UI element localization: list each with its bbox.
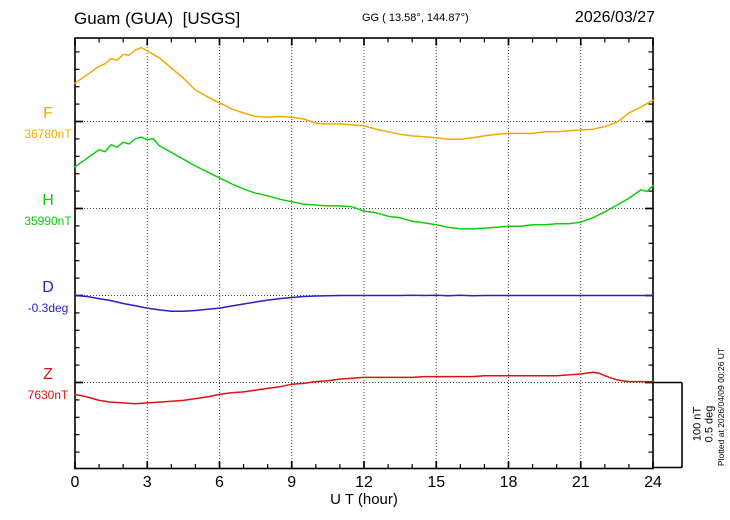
series-Z-curve (74, 371, 654, 405)
x-tick-label-9: 9 (287, 474, 297, 491)
series-base-value-F: 36780nT (24, 126, 72, 141)
x-tick-label-0: 0 (70, 474, 80, 491)
x-axis-title: U T (hour) (330, 491, 398, 508)
x-tick-label-6: 6 (215, 474, 224, 491)
x-tick-label-12: 12 (355, 474, 373, 491)
series-H-curve (74, 136, 654, 230)
x-tick-label-24: 24 (644, 474, 662, 491)
scale-bar-deg-label: 0.5 deg (703, 405, 716, 443)
plotted-at-note: Plotted at 2026/04/09 00:26 UT (715, 347, 726, 467)
scale-bar-nt-label: 100 nT (691, 406, 704, 442)
geomagnetic-coordinates: GG ( 13.58°, 144.87°) (362, 12, 469, 24)
series-letter-Z: Z (43, 365, 53, 383)
x-tick-label-18: 18 (499, 474, 518, 491)
series-base-value-H: 35990nT (24, 213, 72, 228)
series-base-value-Z: 7630nT (27, 387, 69, 402)
plot-frame (74, 37, 654, 470)
plot-date: 2026/03/27 (574, 9, 655, 26)
series-letter-F: F (43, 104, 53, 122)
x-tick-label-3: 3 (142, 474, 152, 491)
x-tick-label-15: 15 (427, 474, 446, 491)
series-F-curve (74, 46, 654, 141)
series-letter-D: D (42, 278, 54, 296)
series-letter-H: H (42, 191, 54, 209)
series-D-curve (74, 294, 654, 313)
x-tick-label-21: 21 (571, 474, 590, 491)
series-base-value-D: -0.3deg (27, 300, 69, 315)
station-title: Guam (GUA) [USGS] (74, 9, 241, 28)
